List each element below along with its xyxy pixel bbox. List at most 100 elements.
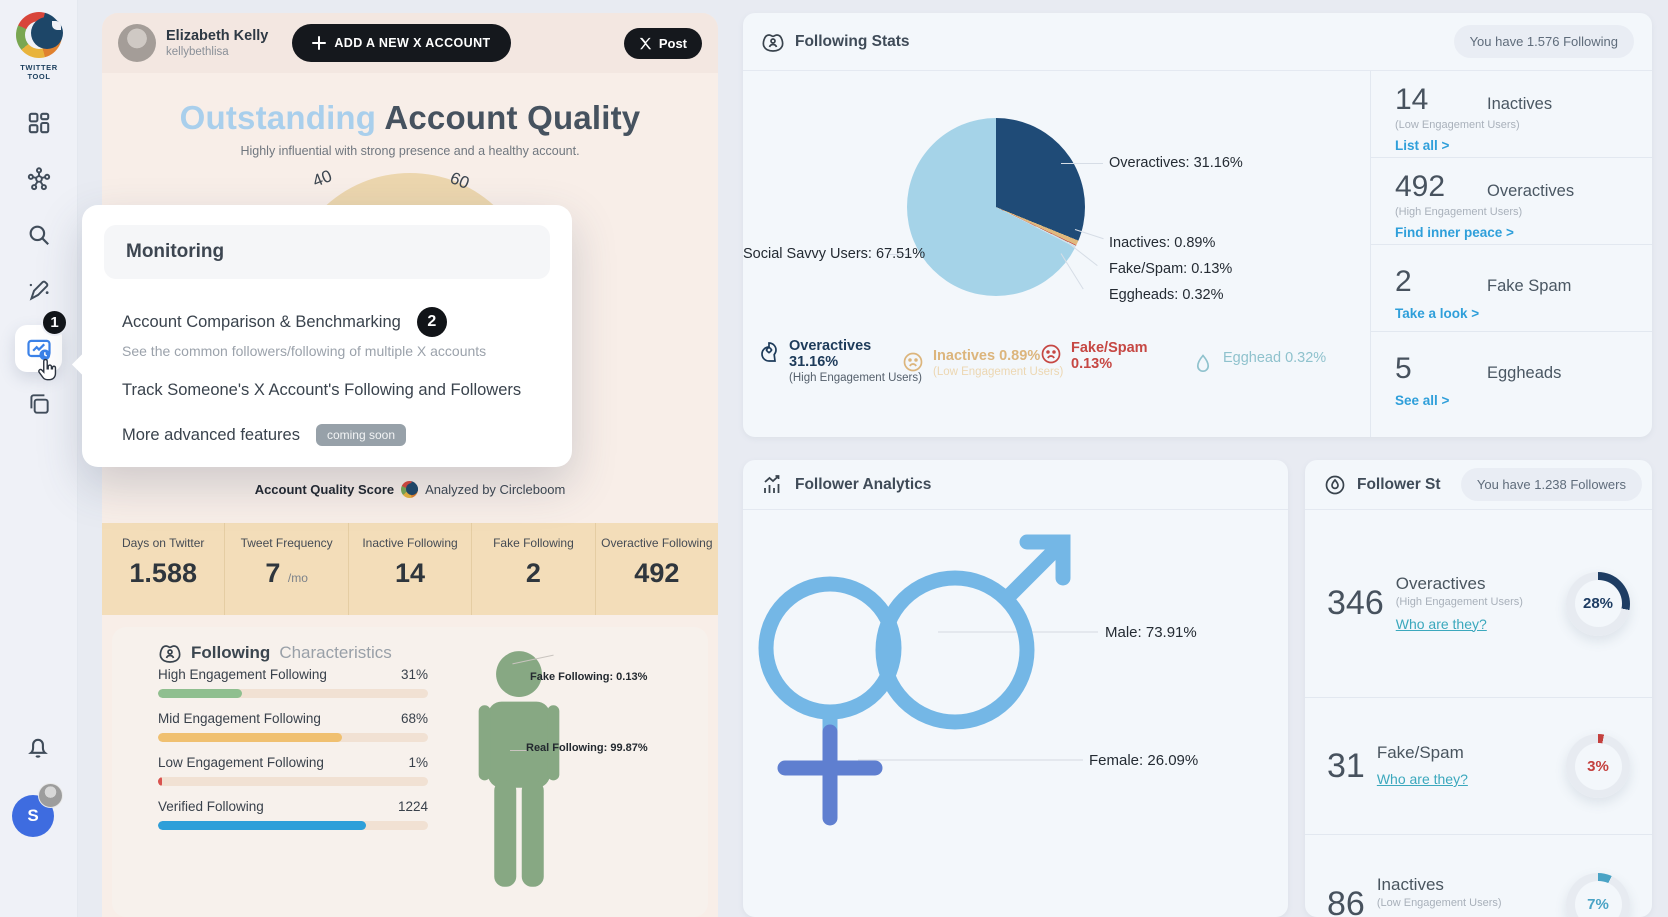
step-badge-1: 1	[41, 309, 68, 336]
legend-fake-spam: Fake/Spam 0.13%	[1039, 340, 1148, 372]
account-handle: kellybethlisa	[166, 46, 229, 58]
male-percentage-label: Male: 73.91%	[1105, 624, 1197, 641]
stat-overactive-following: Overactive Following 492	[601, 536, 713, 588]
pie-label-overactives: Overactives: 31.16%	[1109, 155, 1243, 171]
engagement-bars: High Engagement Following 31% Mid Engagem…	[158, 667, 428, 843]
x-logo-icon	[639, 37, 652, 49]
page-title: Outstanding Account Quality	[102, 99, 718, 137]
stat-fake-following: Fake Following 2	[472, 523, 596, 615]
follower-stat-fake-spam: 31 Fake/Spam Who are they? 3%	[1305, 698, 1652, 835]
following-stats-card: Following Stats You have 1.576 Following…	[743, 13, 1652, 437]
monitoring-popup: Monitoring Account Comparison & Benchmar…	[71, 205, 572, 467]
search-icon[interactable]	[26, 222, 52, 248]
real-callout-line	[510, 750, 528, 751]
profile-avatar[interactable]: S	[12, 783, 63, 837]
profile-initial: S	[27, 806, 39, 825]
sidebar: TWITTER TOOL 1 S	[0, 0, 78, 917]
side-stat-inactives: 14 Inactives (Low Engagement Users) List …	[1371, 71, 1652, 158]
bar-verified-following: Verified Following 1224	[158, 799, 428, 830]
follower-stats-title: Follower St	[1357, 475, 1441, 493]
follower-stats-header: Follower St You have 1.238 Followers	[1305, 460, 1652, 510]
follower-stat-overactives: 346 Overactives (High Engagement Users) …	[1305, 510, 1652, 698]
menu-item-account-comparison[interactable]: Account Comparison & Benchmarking 2 See …	[122, 307, 532, 359]
list-all-link[interactable]: List all >	[1395, 138, 1450, 153]
following-stats-title: Following Stats	[795, 32, 910, 50]
app-logo-text: TWITTER TOOL	[20, 63, 58, 81]
plus-icon	[312, 36, 327, 50]
bar-low-engagement: Low Engagement Following 1%	[158, 755, 428, 786]
coming-soon-badge: coming soon	[315, 424, 406, 446]
flame-circle-icon	[1325, 475, 1345, 494]
pie-label-savvy: Social Savvy Users: 67.51%	[743, 246, 926, 262]
page-title-main: Account Quality	[384, 99, 641, 136]
monitoring-icon	[26, 339, 51, 360]
notifications-bell-icon[interactable]	[24, 733, 52, 761]
lead-line-eggheads	[1060, 253, 1084, 290]
sad-face-icon	[903, 352, 923, 372]
following-pie-chart	[907, 118, 1085, 296]
score-caption: Account Quality Score Analyzed by Circle…	[102, 481, 718, 498]
circleboom-mini-logo-icon	[401, 481, 419, 498]
legend-egghead: Egghead 0.32%	[1191, 350, 1326, 376]
following-stats-header: Following Stats You have 1.576 Following	[743, 13, 1652, 71]
pie-label-inactives: Inactives: 0.89%	[1109, 235, 1216, 251]
users-group-icon	[762, 33, 784, 52]
popup-title: Monitoring	[104, 225, 550, 279]
account-name: Elizabeth Kelly	[166, 28, 269, 44]
bar-mid-engagement: Mid Engagement Following 68%	[158, 711, 428, 742]
users-group-icon	[159, 645, 181, 663]
legend-overactives: Overactives 31.16% (High Engagement User…	[757, 338, 922, 384]
x-post-button[interactable]: Post	[623, 27, 702, 59]
inactives-ring-gauge: 7%	[1566, 872, 1630, 917]
account-header: Elizabeth Kelly kellybethlisa ADD A NEW …	[102, 13, 718, 73]
side-stat-fake-spam: 2 Fake Spam Take a look >	[1371, 245, 1652, 332]
collections-icon[interactable]	[26, 391, 52, 417]
female-symbol	[758, 576, 902, 826]
who-are-they-link[interactable]: Who are they?	[1376, 771, 1468, 787]
who-are-they-link[interactable]: Who are they?	[1395, 615, 1487, 632]
stat-inactive-following: Inactive Following 14	[349, 523, 473, 615]
find-inner-peace-link[interactable]: Find inner peace >	[1395, 225, 1514, 240]
following-count-badge: You have 1.576 Following	[1453, 25, 1634, 58]
popup-menu: Account Comparison & Benchmarking 2 See …	[82, 279, 572, 446]
female-percentage-label: Female: 26.09%	[1089, 752, 1199, 769]
circleboom-logo-icon	[16, 12, 63, 58]
head-gear-icon	[761, 342, 777, 362]
follower-analytics-header: Follower Analytics	[743, 460, 1288, 510]
account-stats-row: Days on Twitter 1.588 Tweet Frequency 7 …	[102, 523, 718, 615]
add-account-button[interactable]: ADD A NEW X ACCOUNT	[292, 24, 511, 62]
page-subtitle: Highly influential with strong presence …	[240, 144, 580, 158]
step-badge-2: 2	[416, 307, 447, 337]
overactives-ring-gauge: 28%	[1566, 571, 1630, 636]
real-following-callout: Real Following: 99.87%	[526, 742, 648, 754]
app-logo: TWITTER TOOL	[14, 12, 64, 81]
lead-line-fake	[1068, 243, 1098, 267]
hand-cursor-icon	[38, 358, 57, 381]
gauge-tick-40: 40	[309, 166, 335, 191]
side-stat-eggheads: 5 Eggheads See all >	[1395, 352, 1562, 408]
take-a-look-link[interactable]: Take a look >	[1395, 306, 1480, 321]
page-title-accent: Outstanding	[179, 99, 377, 136]
compose-icon[interactable]	[26, 278, 52, 304]
menu-item-track-account[interactable]: Track Someone's X Account's Following an…	[122, 381, 522, 399]
dashboard-icon[interactable]	[26, 110, 52, 136]
lead-line-savvy	[889, 254, 911, 255]
male-symbol	[875, 534, 1071, 730]
stat-days-on-twitter: Days on Twitter 1.588	[102, 523, 226, 615]
egg-icon	[1196, 354, 1210, 372]
see-all-link[interactable]: See all >	[1395, 393, 1450, 408]
fake-following-callout: Fake Following: 0.13%	[530, 671, 648, 683]
lead-line-overactives	[1061, 163, 1103, 164]
bar-high-engagement: High Engagement Following 31%	[158, 667, 428, 698]
legend-inactives: Inactives 0.89% (Low Engagement Users)	[901, 348, 1063, 378]
following-side-stats: 14 Inactives (Low Engagement Users) List …	[1370, 71, 1652, 437]
follower-stats-card: Follower St You have 1.238 Followers 346…	[1305, 460, 1652, 917]
score-caption-label: Account Quality Score	[254, 482, 395, 497]
follower-analytics-title: Follower Analytics	[795, 475, 932, 493]
account-avatar[interactable]	[118, 24, 156, 62]
sad-face-icon	[1041, 344, 1061, 364]
connections-icon[interactable]	[26, 166, 52, 192]
menu-item-more-features[interactable]: More advanced features coming soon	[122, 424, 532, 446]
gender-chart	[758, 534, 1098, 826]
pie-label-fake-spam: Fake/Spam: 0.13%	[1109, 261, 1233, 277]
